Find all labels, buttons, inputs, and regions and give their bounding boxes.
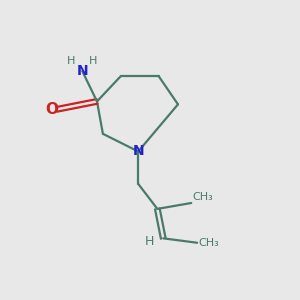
Text: O: O: [45, 102, 58, 117]
Text: CH₃: CH₃: [193, 191, 213, 202]
Text: H: H: [89, 56, 98, 66]
Text: N: N: [76, 64, 88, 78]
Text: H: H: [67, 56, 75, 66]
Text: N: N: [132, 145, 144, 158]
Text: CH₃: CH₃: [199, 238, 219, 248]
Text: H: H: [144, 235, 154, 248]
